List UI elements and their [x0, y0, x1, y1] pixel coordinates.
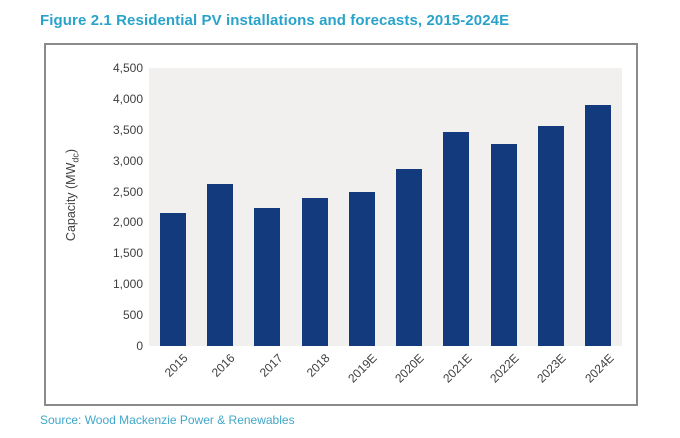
bar-2024E	[585, 105, 612, 346]
bar-2022E	[490, 144, 517, 346]
bar-2019E	[348, 191, 375, 346]
y-tick-label-3,500: 3,500	[112, 122, 143, 137]
x-tick-label-2023E: 2023E	[534, 351, 569, 386]
source-text: Source: Wood Mackenzie Power & Renewable…	[40, 413, 295, 427]
bar-2015	[159, 213, 186, 346]
bar-2018	[301, 197, 328, 346]
bar-2021E	[443, 132, 470, 346]
y-tick-label-1,500: 1,500	[112, 246, 143, 261]
bar-2023E	[538, 126, 565, 346]
y-tick-label-4,000: 4,000	[112, 91, 143, 106]
x-tick-label-2020E: 2020E	[392, 351, 428, 386]
x-tick-label-2021E: 2021E	[439, 351, 475, 386]
x-tick-label-2019E: 2019E	[345, 351, 380, 386]
x-tick-label-2016: 2016	[209, 351, 238, 380]
figure-title: Figure 2.1 Residential PV installations …	[40, 12, 510, 29]
y-tick-label-2,000: 2,000	[112, 215, 143, 230]
x-tick-label-2018: 2018	[303, 351, 333, 380]
x-axis-labels: 2015 2016 2017 2018 2019E 2020E 2021E 2022E 2023…	[46, 45, 636, 404]
y-axis-ticks: 0 500 1,000 1,500 2,000 2,500 3,000 3,500 4,000 4…	[46, 45, 143, 404]
y-tick-label-2,500: 2,500	[112, 184, 143, 199]
x-tick-label-2017: 2017	[256, 351, 286, 380]
x-tick-label-2024E: 2024E	[581, 351, 617, 386]
y-tick-label-500: 500	[122, 308, 143, 323]
chart-frame: Capacity (MWdc) 0 500 1,000 1,500 2,000 2,500…	[44, 43, 638, 406]
bar-2020E	[396, 168, 423, 346]
y-tick-label-1,000: 1,000	[112, 277, 143, 292]
y-tick-label-3,000: 3,000	[112, 153, 143, 168]
y-tick-label-0: 0	[136, 339, 143, 353]
y-tick-label-4,500: 4,500	[112, 61, 143, 75]
bar-2017	[254, 208, 281, 346]
bar-2016	[206, 184, 233, 346]
plot-area	[149, 68, 622, 346]
x-tick-label-2022E: 2022E	[487, 351, 522, 386]
x-tick-label-2015: 2015	[161, 351, 191, 380]
